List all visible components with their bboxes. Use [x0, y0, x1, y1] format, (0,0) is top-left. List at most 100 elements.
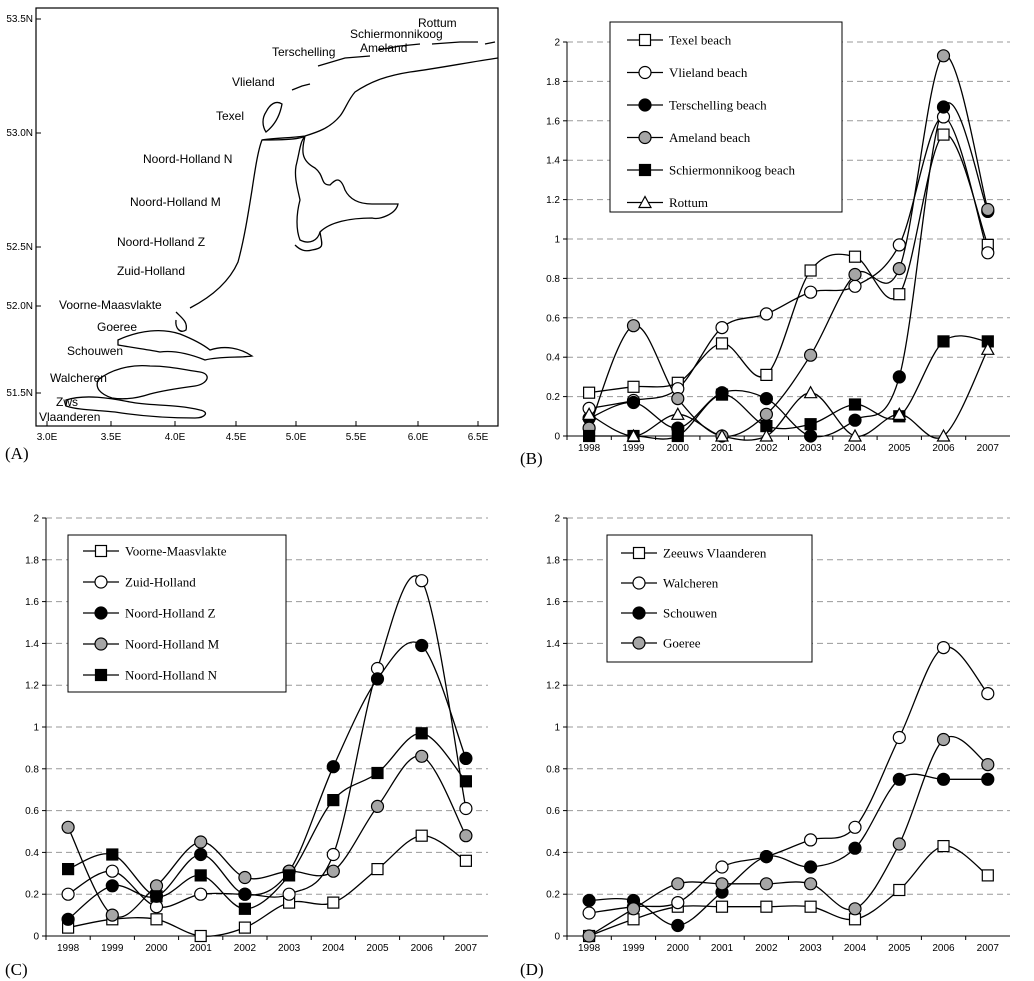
panel-b-legend-marker [638, 65, 652, 80]
panel-d-point-schouwen [936, 772, 951, 786]
panel-c-x-tick-label: 1998 [57, 943, 80, 954]
panel-d-legend-marker [632, 546, 646, 560]
panel-c-y-tick-label: 2 [33, 514, 39, 525]
panel-b-point-ameland-beach [936, 49, 951, 63]
panel-d-point-goeree [803, 877, 818, 891]
panel-b-x-tick-label: 2006 [932, 443, 955, 454]
panel-d-point-zeeuws-vlaanderen [715, 900, 729, 913]
panel-c-point-noord-holland-m [61, 820, 75, 834]
panel-b-point-ameland-beach [626, 319, 641, 333]
panel-d-point-walcheren [936, 640, 951, 655]
panel-b-y-tick-label: 0.4 [546, 353, 560, 364]
panel-d-point-schouwen [803, 860, 818, 874]
panel-c-point-noord-holland-m [194, 835, 208, 849]
panel-c-x-tick-label: 2007 [455, 943, 478, 954]
panel-c-y-tick-label: 0.2 [25, 890, 39, 901]
panel-b-point-rottum [936, 428, 951, 442]
label-vlieland: Vlieland [232, 75, 275, 89]
panel-c-y-tick-label: 1.8 [25, 555, 39, 566]
panel-b-point-rottum [626, 428, 641, 442]
panel-c-legend-label: Noord-Holland N [125, 668, 218, 683]
panel-b-point-ameland-beach [803, 348, 818, 362]
lon-tick-3-0: 3.0E [37, 432, 58, 443]
panel-d-point-zeeuws-vlaanderen [981, 869, 994, 882]
panel-b-legend-label: Rottum [669, 195, 708, 210]
panel-c-legend-marker [94, 637, 108, 651]
panel-b-legend-entry: Ameland beach [627, 130, 751, 145]
panel-d-x-tick-label: 2005 [888, 943, 911, 954]
panel-c-point-zuid-holland [326, 847, 340, 862]
place-labels: Rottum Schiermonnikoog Ameland Terschell… [39, 16, 457, 424]
panel-c-line-noord-holland-n [67, 732, 467, 910]
panel-d-point-walcheren [892, 730, 906, 745]
panel-b-y-tick-label: 1.2 [546, 195, 560, 206]
lon-tick-4-0: 4.0E [165, 432, 186, 443]
panel-d-chart: 0 0.2 0.4 0.6 0.8 1 1.2 1.4 1.6 1.8 2 1998 1999 2000 2… [520, 514, 1010, 979]
panel-b-point-rottum [803, 385, 818, 399]
panel-b-point-texel-beach [804, 264, 817, 277]
panel-b-x-tick-label: 2001 [711, 443, 734, 454]
panel-b-legend-entry: Schiermonnikoog beach [627, 163, 795, 178]
panel-b-x-tick-label: 2000 [667, 443, 690, 454]
panel-d-x-tick-label: 2006 [932, 943, 955, 954]
label-noord-holland-m: Noord-Holland M [130, 195, 221, 209]
lat-tick-53-5: 53.5N [6, 14, 33, 25]
panel-b-point-ameland-beach [981, 202, 995, 217]
panel-d-y-tick-label: 1.2 [546, 681, 560, 692]
panel-c-legend-label: Voorne-Maasvlakte [125, 544, 227, 559]
panel-b-legend-marker [638, 98, 652, 112]
panel-letter-a: (A) [5, 444, 29, 463]
panel-c-y-tick-label: 1.2 [25, 681, 39, 692]
panel-b-point-rottum [759, 428, 774, 442]
panel-b-x-tick-label: 2007 [977, 443, 1000, 454]
panel-letter-c: (C) [5, 960, 28, 979]
panel-b-point-terschelling-beach [803, 429, 818, 443]
panel-d-point-schouwen [582, 893, 596, 908]
map-frame [35, 7, 499, 427]
panel-c-point-voorne-maasvlakte [371, 862, 384, 876]
panel-b-point-texel-beach [627, 380, 640, 393]
panel-c-legend-entry: Noord-Holland N [83, 668, 218, 683]
panel-c-y-tick-label: 1.4 [25, 639, 39, 650]
panel-c-point-noord-holland-z [326, 760, 340, 774]
lon-tick-4-5: 4.5E [226, 432, 247, 443]
panel-c-point-zuid-holland [415, 574, 429, 588]
panel-b-point-rottum [892, 407, 907, 420]
panel-b-y-tick-label: 0.2 [546, 392, 560, 403]
panel-b-x-tick-label: 1998 [578, 443, 601, 454]
panel-c-legend-marker [94, 606, 108, 620]
label-noord-holland-n: Noord-Holland N [143, 152, 232, 166]
coastline [65, 41, 499, 419]
panel-letter-b: (B) [520, 449, 543, 468]
panel-b-legend-label: Ameland beach [669, 130, 751, 145]
panel-b-point-vlieland-beach [892, 238, 906, 252]
panel-c-point-noord-holland-n [150, 890, 163, 903]
panel-b-x-tick-label: 2003 [799, 443, 822, 454]
lon-tick-6-0: 6.0E [408, 432, 429, 443]
panel-c-point-voorne-maasvlakte [194, 929, 207, 943]
panel-b-point-rottum [670, 407, 685, 420]
panel-b-point-rottum [980, 342, 995, 355]
panel-d-point-walcheren [582, 906, 596, 920]
panel-c-point-noord-holland-n [371, 766, 384, 780]
panel-b-point-rottum [714, 428, 730, 442]
panel-c-point-noord-holland-m [238, 870, 252, 885]
panel-b-point-texel-beach [893, 288, 906, 301]
label-goeree: Goeree [97, 320, 137, 334]
panel-a-map: 53.5N 53.0N 52.5N 52.0N 51.5N 3.0E 3.5E … [5, 7, 499, 463]
panel-c-point-noord-holland-n [459, 775, 472, 788]
panel-b-point-schiermonnikoog-beach [671, 429, 684, 443]
panel-c-x-tick-label: 2003 [278, 943, 301, 954]
panel-b-plot-area: 0 0.2 0.4 0.6 0.8 1 1.2 1.4 1.6 1.8 2 1998 1999 2000 2… [546, 38, 1010, 454]
panel-d-legend-label: Schouwen [663, 606, 718, 621]
panel-c-y-tick-label: 0.4 [25, 848, 39, 859]
panel-c-legend-label: Noord-Holland Z [125, 606, 216, 621]
panel-b-legend-box [609, 21, 843, 213]
panel-b-y-tick-label: 0 [554, 432, 560, 443]
panel-d-legend-entry: Goeree [621, 636, 701, 651]
panel-c-line-voorne-maasvlakte [67, 835, 467, 937]
panel-c-y-tick-label: 0.6 [25, 806, 39, 817]
panel-b-point-texel-beach [760, 368, 773, 381]
lon-tick-5-0: 5.0E [286, 432, 307, 443]
panel-d-point-zeeuws-vlaanderen [893, 883, 906, 897]
